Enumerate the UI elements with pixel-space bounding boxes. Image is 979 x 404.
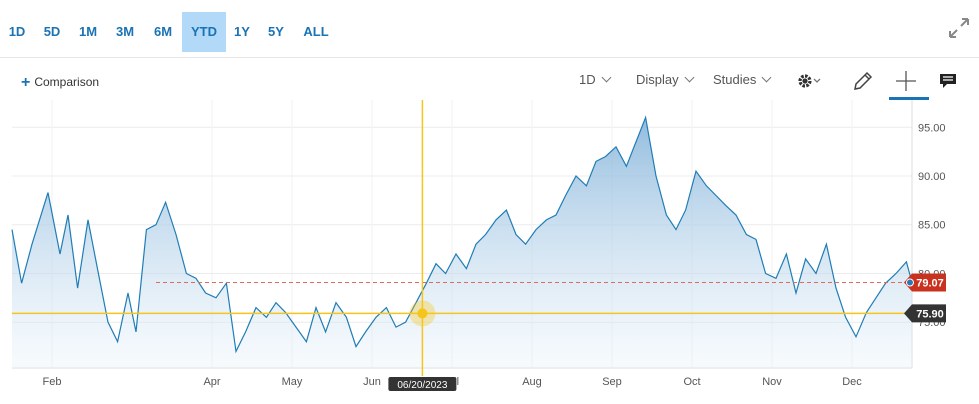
- pencil-icon[interactable]: [850, 68, 876, 94]
- x-tick-label: Nov: [762, 376, 782, 388]
- last-price-dot: [906, 278, 914, 287]
- chevron-down-icon: [684, 72, 695, 83]
- price-line: [11, 115, 913, 354]
- x-tick-label: Oct: [683, 376, 700, 388]
- range-button-1y[interactable]: 1Y: [234, 24, 250, 39]
- y-tick-label: 90.00: [918, 171, 946, 183]
- chevron-down-icon: [761, 72, 772, 83]
- range-button-1m[interactable]: 1M: [78, 24, 98, 39]
- x-tick-label: Feb: [43, 376, 62, 388]
- comparison-label: Comparison: [34, 75, 100, 89]
- crosshair-icon[interactable]: [893, 68, 919, 94]
- studies-label: Studies: [713, 72, 757, 87]
- price-area: [12, 117, 912, 368]
- display-dropdown[interactable]: Display: [636, 72, 695, 87]
- crosshair-date-label: 06/20/2023: [397, 380, 447, 391]
- x-tick-label: Aug: [522, 376, 542, 388]
- range-selector: 1D 5D 1M 3M 6M YTD 1Y 5Y ALL: [0, 12, 338, 52]
- range-button-ytd[interactable]: YTD: [182, 12, 226, 52]
- gear-icon[interactable]: [795, 68, 821, 94]
- active-tool-indicator: [889, 97, 929, 100]
- studies-dropdown[interactable]: Studies: [713, 72, 772, 87]
- news-icon[interactable]: [935, 68, 961, 94]
- interval-label: 1D: [579, 72, 596, 87]
- range-button-all[interactable]: ALL: [303, 24, 329, 39]
- x-tick-label: Apr: [203, 376, 220, 388]
- comparison-button[interactable]: + Comparison: [21, 74, 99, 92]
- range-button-3m[interactable]: 3M: [115, 24, 135, 39]
- range-button-5d[interactable]: 5D: [43, 24, 61, 39]
- x-tick-label: Sep: [602, 376, 622, 388]
- plus-icon: +: [21, 74, 31, 91]
- range-button-1d[interactable]: 1D: [8, 24, 26, 39]
- x-tick-label: Jun: [363, 376, 381, 388]
- chevron-down-icon: [601, 72, 612, 83]
- crosshair-value-tag: [904, 304, 946, 323]
- range-button-6m[interactable]: 6M: [153, 24, 173, 39]
- toolbar-divider: [0, 57, 979, 58]
- chart-toolbar: + Comparison 1D Display Studies: [0, 66, 979, 98]
- price-chart[interactable]: 75.0080.0085.0090.0095.00FebAprMayJunJul…: [0, 100, 979, 404]
- last-price-label: 79.07: [916, 278, 944, 290]
- display-label: Display: [636, 72, 679, 87]
- y-tick-label: 95.00: [918, 122, 946, 134]
- expand-icon[interactable]: [947, 16, 971, 40]
- crosshair-point: [417, 308, 428, 319]
- range-button-5y[interactable]: 5Y: [268, 24, 284, 39]
- x-tick-label: Dec: [842, 376, 862, 388]
- x-tick-label: May: [282, 376, 303, 388]
- y-tick-label: 85.00: [918, 220, 946, 232]
- interval-dropdown[interactable]: 1D: [579, 72, 612, 87]
- crosshair-value-label: 75.90: [916, 308, 944, 320]
- last-price-tag: [904, 273, 946, 292]
- crosshair-date-tag: [388, 377, 457, 391]
